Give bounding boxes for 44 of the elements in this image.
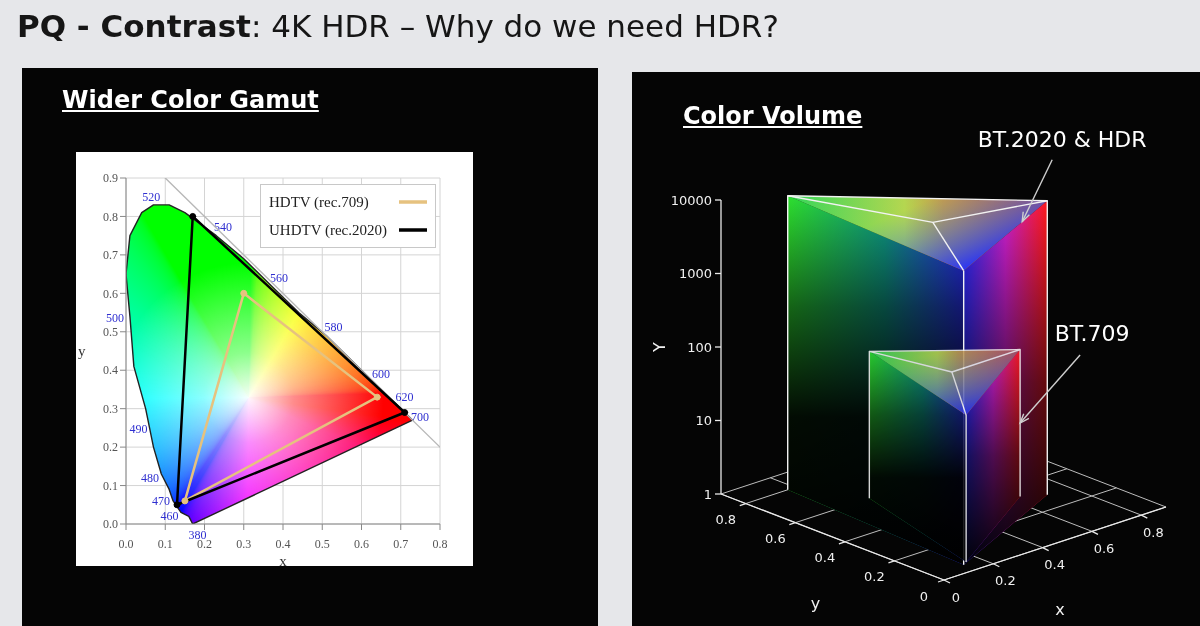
text: 1000: [678, 266, 712, 281]
text: 0.8: [1142, 524, 1164, 540]
y-tick-label: 0.9: [103, 171, 118, 186]
x-tick-label: 0.6: [354, 536, 369, 551]
annotation: 520: [142, 190, 161, 205]
x-tick-label: 0.4: [275, 536, 291, 551]
y-tick-label: 0.8: [103, 209, 118, 224]
y-tick-label: 0.3: [103, 401, 118, 416]
text: BT.2020 & HDR: [977, 127, 1147, 153]
text: x: [1055, 600, 1065, 619]
text: 10000: [670, 192, 712, 208]
y-tick-label: 0.0: [103, 517, 118, 532]
chart-title: PQ - Contrast: 4K HDR – Why do we need HDR?: [17, 8, 779, 44]
x-tick-label: 0.1: [157, 536, 173, 551]
text: 100: [687, 339, 712, 355]
annotation: 500: [105, 310, 124, 325]
text: 0.8: [715, 512, 737, 528]
text: 10: [695, 413, 712, 428]
text: 0.2: [864, 569, 885, 585]
text: BT.709: [1054, 320, 1130, 346]
y-tick-label: 0.1: [103, 478, 118, 493]
text: Y: [649, 341, 669, 353]
text: 0.4: [814, 550, 836, 566]
x-tick-label: 0.3: [236, 536, 252, 551]
text: y: [810, 593, 821, 613]
x-axis-title: x: [279, 553, 288, 569]
text: 0: [919, 588, 929, 604]
text: 0.4: [1044, 557, 1066, 573]
text: Color Volume: [683, 102, 863, 130]
text: 0: [951, 589, 961, 605]
y-tick-label: 0.6: [103, 286, 118, 301]
x-tick-label: 0.7: [393, 536, 409, 551]
text: 1: [703, 486, 712, 502]
y-tick-label: 0.5: [103, 325, 118, 340]
annotation: 700: [410, 410, 429, 425]
text: 0.2: [994, 573, 1016, 589]
x-tick-label: 0.5: [314, 536, 330, 551]
y-axis-title: y: [78, 343, 86, 360]
x-tick-label: 0.0: [118, 536, 134, 551]
y-tick-label: 0.4: [103, 363, 118, 378]
y-tick-label: 0.2: [103, 440, 118, 455]
y-tick-label: 0.7: [103, 248, 118, 263]
chart-subtitle: Wider Color Gamut: [62, 86, 319, 114]
x-tick-label: 0.8: [432, 536, 448, 551]
